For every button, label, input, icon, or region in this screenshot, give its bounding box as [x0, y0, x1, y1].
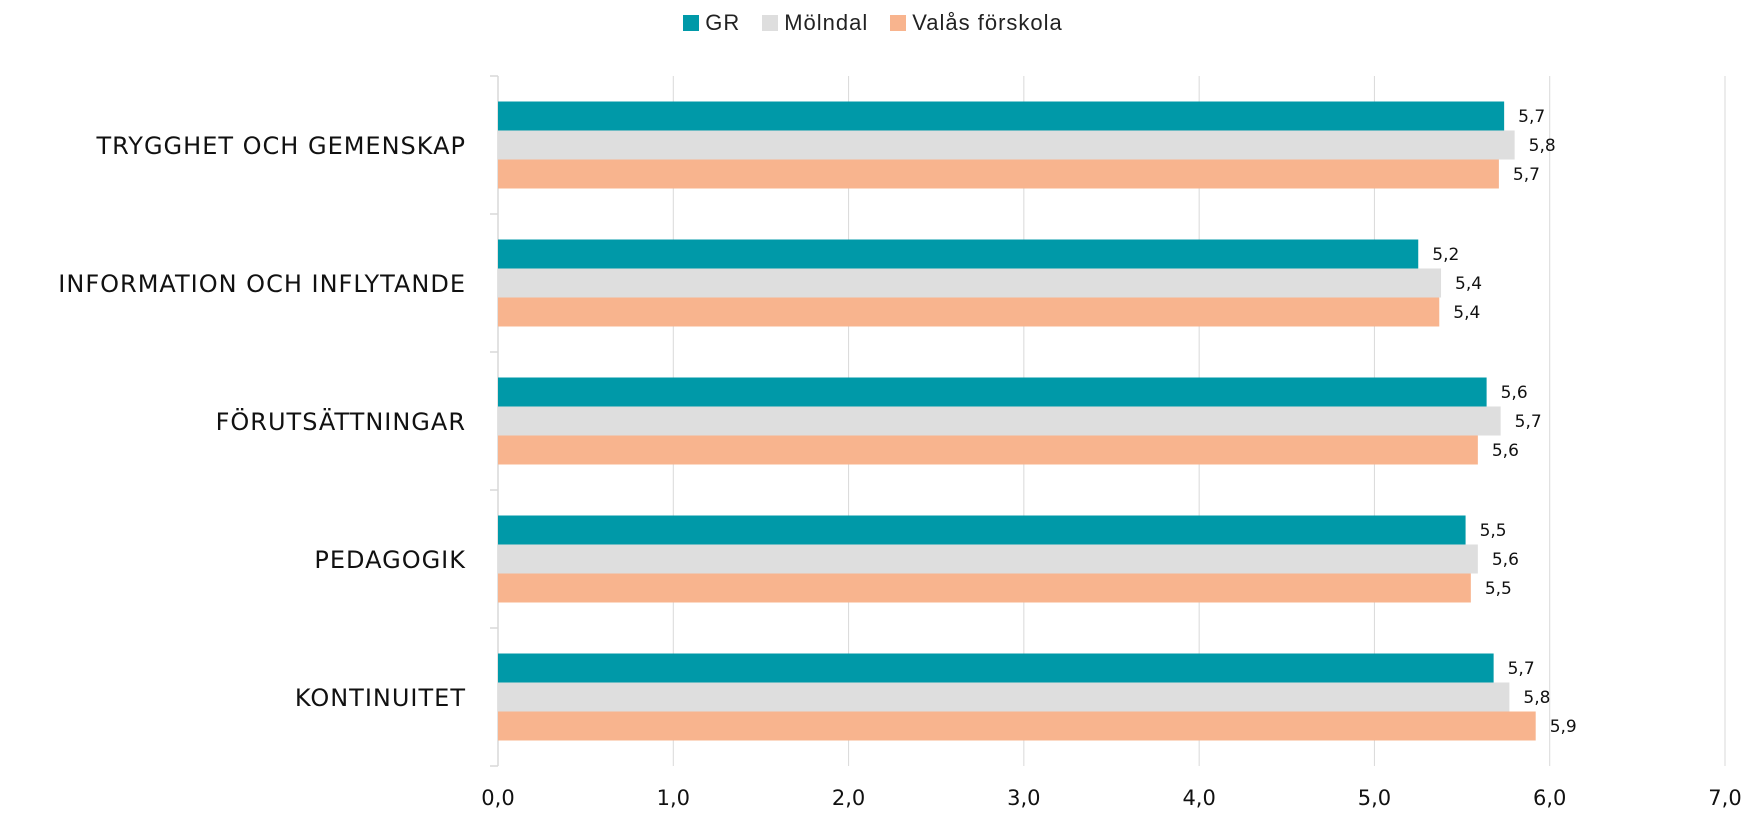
bar: [498, 682, 1510, 712]
bar: [498, 101, 1505, 131]
bar: [498, 406, 1501, 436]
legend-label-gr: GR: [705, 10, 741, 35]
data-label: 5,7: [1513, 165, 1540, 185]
x-tick-label: 6,0: [1533, 786, 1566, 810]
x-tick-label: 7,0: [1708, 786, 1741, 810]
category-label: PEDAGOGIK: [314, 546, 466, 574]
data-label: 5,4: [1453, 303, 1480, 323]
bar: [498, 297, 1440, 327]
data-label: 5,6: [1492, 550, 1519, 570]
category-label: INFORMATION OCH INFLYTANDE: [58, 270, 466, 298]
data-label: 5,6: [1501, 383, 1528, 403]
legend-swatch-molndal: [762, 15, 779, 31]
data-label: 5,7: [1518, 107, 1545, 127]
x-tick-label: 1,0: [657, 786, 690, 810]
data-label: 5,9: [1550, 717, 1577, 737]
x-tick-label: 5,0: [1358, 786, 1391, 810]
bar: [498, 544, 1478, 574]
legend-item-gr: GR: [683, 10, 740, 36]
data-label: 5,7: [1515, 412, 1542, 432]
category-label: TRYGGHET OCH GEMENSKAP: [95, 132, 466, 160]
x-tick-label: 2,0: [832, 786, 865, 810]
data-label: 5,5: [1480, 521, 1507, 541]
x-tick-label: 4,0: [1182, 786, 1215, 810]
x-tick-label: 3,0: [1007, 786, 1040, 810]
data-label: 5,6: [1492, 441, 1519, 461]
bar: [498, 435, 1478, 465]
legend-label-molndal: Mölndal: [784, 10, 869, 35]
bar: [498, 159, 1499, 189]
legend-label-valas: Valås förskola: [912, 10, 1063, 35]
bar: [498, 239, 1419, 269]
x-tick-label: 0,0: [481, 786, 514, 810]
data-label: 5,7: [1508, 659, 1535, 679]
legend: GR Mölndal Valås förskola: [0, 0, 1746, 46]
bar: [498, 515, 1466, 545]
bar: [498, 268, 1442, 298]
category-label: KONTINUITET: [295, 684, 466, 712]
data-label: 5,4: [1455, 274, 1482, 294]
legend-swatch-valas: [890, 15, 907, 31]
bar: [498, 653, 1494, 683]
category-label: FÖRUTSÄTTNINGAR: [216, 407, 466, 436]
bar: [498, 711, 1536, 741]
data-label: 5,2: [1432, 245, 1459, 265]
data-label: 5,8: [1529, 136, 1556, 156]
bar: [498, 377, 1487, 407]
legend-item-valas: Valås förskola: [890, 10, 1063, 36]
data-label: 5,8: [1523, 688, 1550, 708]
bar: [498, 573, 1471, 603]
legend-swatch-gr: [683, 15, 700, 31]
legend-item-molndal: Mölndal: [762, 10, 868, 36]
bar: [498, 130, 1515, 160]
data-label: 5,5: [1485, 579, 1512, 599]
